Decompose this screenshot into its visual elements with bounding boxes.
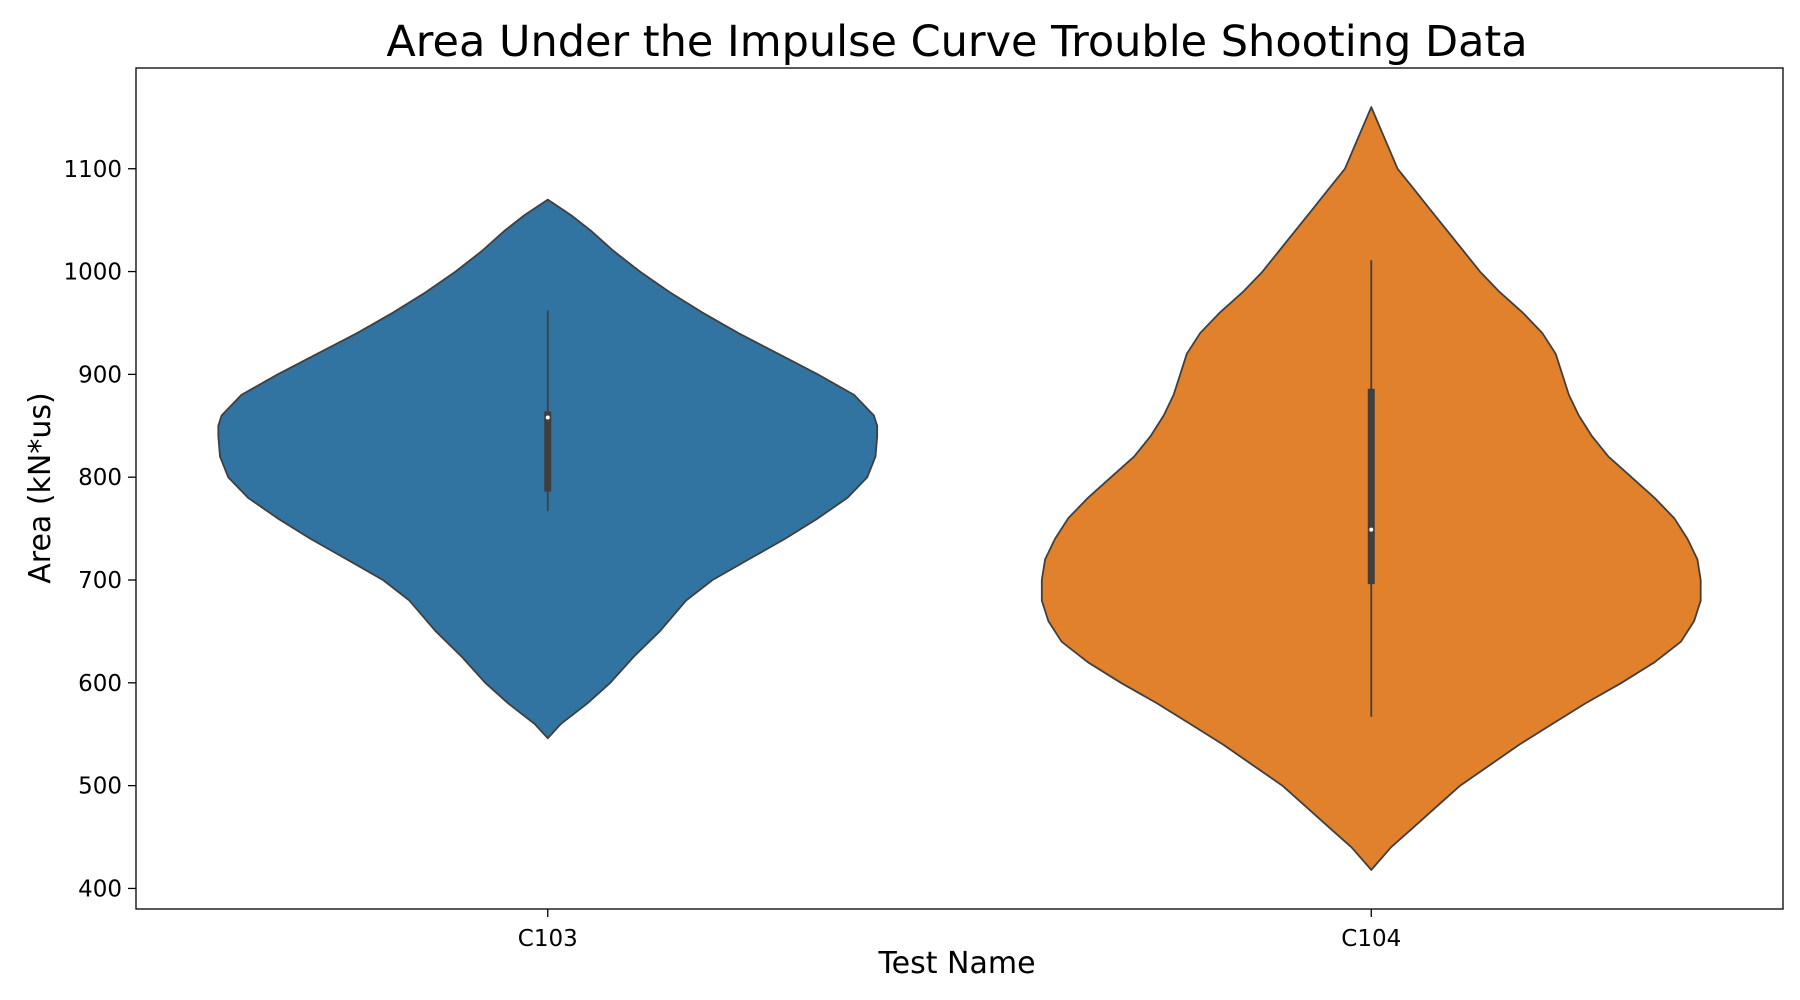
y-tick-label: 700 — [78, 568, 122, 594]
plot-area — [217, 106, 1702, 871]
y-tick-label: 400 — [78, 876, 122, 902]
y-tick-label: 1000 — [63, 260, 122, 286]
iqr-box-c103 — [544, 411, 552, 492]
x-axis: C103 C104 — [518, 909, 1401, 952]
y-tick-label: 900 — [78, 362, 122, 388]
iqr-box-c104 — [1367, 388, 1375, 585]
x-axis-label: Test Name — [877, 946, 1035, 981]
plot-frame — [135, 67, 1784, 910]
x-tick-label-c104: C104 — [1341, 926, 1401, 952]
y-tick-label: 800 — [78, 465, 122, 491]
median-marker-c103 — [545, 415, 550, 420]
x-tick-label-c103: C103 — [518, 926, 578, 952]
y-tick-label: 600 — [78, 671, 122, 697]
y-axis: 400 500 600 700 800 900 1000 1100 — [63, 157, 136, 902]
y-tick-label: 1100 — [63, 157, 122, 183]
y-tick-label: 500 — [78, 774, 122, 800]
median-marker-c104 — [1369, 527, 1374, 532]
y-axis-label: Area (kN*us) — [23, 392, 58, 583]
chart-title: Area Under the Impulse Curve Trouble Sho… — [386, 17, 1527, 67]
